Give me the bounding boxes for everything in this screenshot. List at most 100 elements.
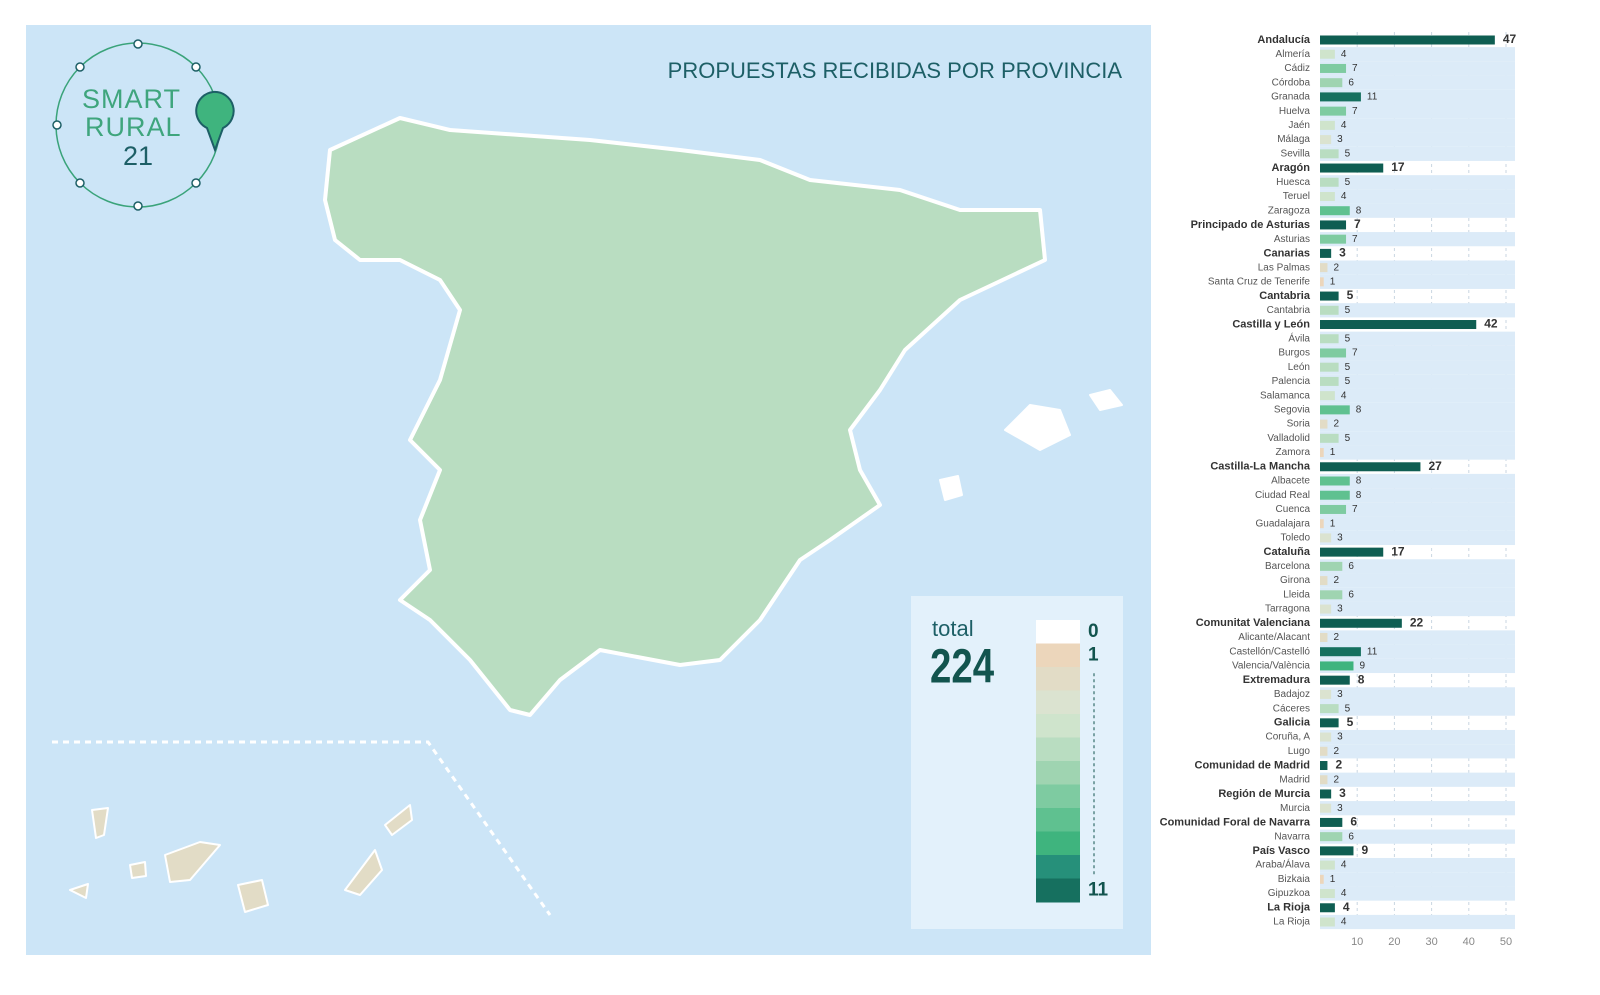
region-label: Comunidad Foral de Navarra [1160, 816, 1311, 828]
value-label: 3 [1337, 134, 1343, 145]
bar [1320, 391, 1335, 401]
value-label: 7 [1354, 217, 1361, 231]
bar [1320, 903, 1335, 913]
row-band [1320, 473, 1515, 489]
region-label: Comunidad de Madrid [1195, 759, 1311, 771]
value-label: 4 [1341, 49, 1347, 60]
map-title: PROPUESTAS RECIBIDAS POR PROVINCIA [668, 58, 1123, 83]
bar [1320, 362, 1339, 372]
province-label: Córdoba [1272, 77, 1311, 88]
region-label: Castilla y León [1232, 318, 1310, 330]
province-label: León [1288, 362, 1310, 373]
province-label: Valencia/València [1232, 661, 1310, 672]
bar [1320, 248, 1332, 258]
region-label: País Vasco [1253, 845, 1311, 857]
legend-swatch [1036, 784, 1080, 809]
row-band [1320, 488, 1515, 503]
row-band [1320, 118, 1515, 133]
province-label: Lleida [1283, 589, 1310, 600]
row-band [1320, 530, 1515, 546]
row-band [1320, 132, 1515, 147]
legend-swatch [1036, 714, 1080, 738]
value-label: 2 [1333, 419, 1339, 430]
value-label: 3 [1337, 689, 1343, 700]
value-label: 11 [1367, 646, 1378, 657]
row-band [1320, 516, 1515, 531]
row-band [1320, 857, 1515, 873]
province-label: Zamora [1276, 447, 1311, 458]
province-label: Palencia [1272, 376, 1311, 387]
row-band [1320, 374, 1515, 389]
legend-swatch [1036, 761, 1080, 785]
province-label: Toledo [1281, 533, 1311, 544]
value-label: 17 [1391, 160, 1405, 174]
row-band [1320, 416, 1515, 432]
province-label: Zaragoza [1268, 205, 1311, 216]
x-tick-label: 40 [1463, 936, 1475, 948]
province-label: Tarragona [1265, 604, 1310, 615]
province-label: Murcia [1280, 803, 1310, 814]
row-band [1320, 630, 1515, 645]
bar [1320, 92, 1361, 102]
legend-swatch [1036, 855, 1080, 879]
bar [1320, 490, 1350, 500]
region-label: Castilla-La Mancha [1210, 461, 1311, 473]
province-label: Gipuzkoa [1268, 888, 1311, 899]
province-label: Ciudad Real [1255, 490, 1310, 501]
province-label: Badajoz [1274, 689, 1310, 700]
island [384, 804, 413, 836]
bar [1320, 106, 1347, 116]
bar [1320, 476, 1350, 486]
value-label: 7 [1352, 348, 1358, 359]
bar [1320, 832, 1343, 842]
region-label: Andalucía [1257, 34, 1310, 46]
bar [1320, 547, 1384, 557]
map-shapes [69, 116, 1123, 913]
bar [1320, 718, 1339, 728]
value-label: 6 [1350, 815, 1357, 829]
province-label: Castellón/Castelló [1229, 646, 1310, 657]
legend-swatch [1036, 620, 1080, 644]
value-label: 7 [1352, 106, 1358, 117]
legend-swatch [1036, 667, 1080, 691]
bar [1320, 277, 1324, 287]
province-label: Las Palmas [1258, 262, 1310, 273]
bar [1320, 263, 1328, 273]
row-band [1320, 75, 1515, 90]
province-label: Burgos [1278, 348, 1310, 359]
row-band [1320, 360, 1515, 375]
bar [1320, 191, 1335, 201]
value-label: 4 [1341, 888, 1347, 899]
value-label: 8 [1356, 405, 1362, 416]
province-label: Cáceres [1273, 703, 1310, 714]
row-band [1320, 232, 1515, 247]
value-label: 8 [1356, 476, 1362, 487]
bar [1320, 206, 1350, 216]
bar [1320, 704, 1339, 714]
region-label: Cantabria [1259, 290, 1311, 302]
value-label: 8 [1358, 672, 1365, 686]
value-label: 8 [1356, 490, 1362, 501]
value-label: 5 [1345, 376, 1351, 387]
value-label: 5 [1345, 148, 1351, 159]
value-label: 27 [1428, 459, 1442, 473]
legend-tick-label: 11 [1088, 879, 1109, 900]
inset-divider [52, 740, 552, 916]
province-label: Salamanca [1260, 390, 1310, 401]
region-label: Canarias [1264, 247, 1310, 259]
value-label: 5 [1345, 703, 1351, 714]
value-label: 11 [1367, 92, 1378, 103]
x-tick-label: 30 [1425, 936, 1437, 948]
island [1089, 389, 1123, 411]
logo-dot [52, 120, 62, 130]
value-label: 3 [1337, 604, 1343, 615]
bar [1320, 448, 1324, 458]
province-label: Santa Cruz de Tenerife [1208, 276, 1311, 287]
logo-dot [133, 201, 143, 211]
bar [1320, 135, 1332, 145]
bar [1320, 675, 1350, 685]
row-band [1320, 303, 1515, 318]
x-tick-label: 20 [1388, 936, 1400, 948]
province-label: Granada [1271, 92, 1310, 103]
value-label: 6 [1348, 831, 1354, 842]
